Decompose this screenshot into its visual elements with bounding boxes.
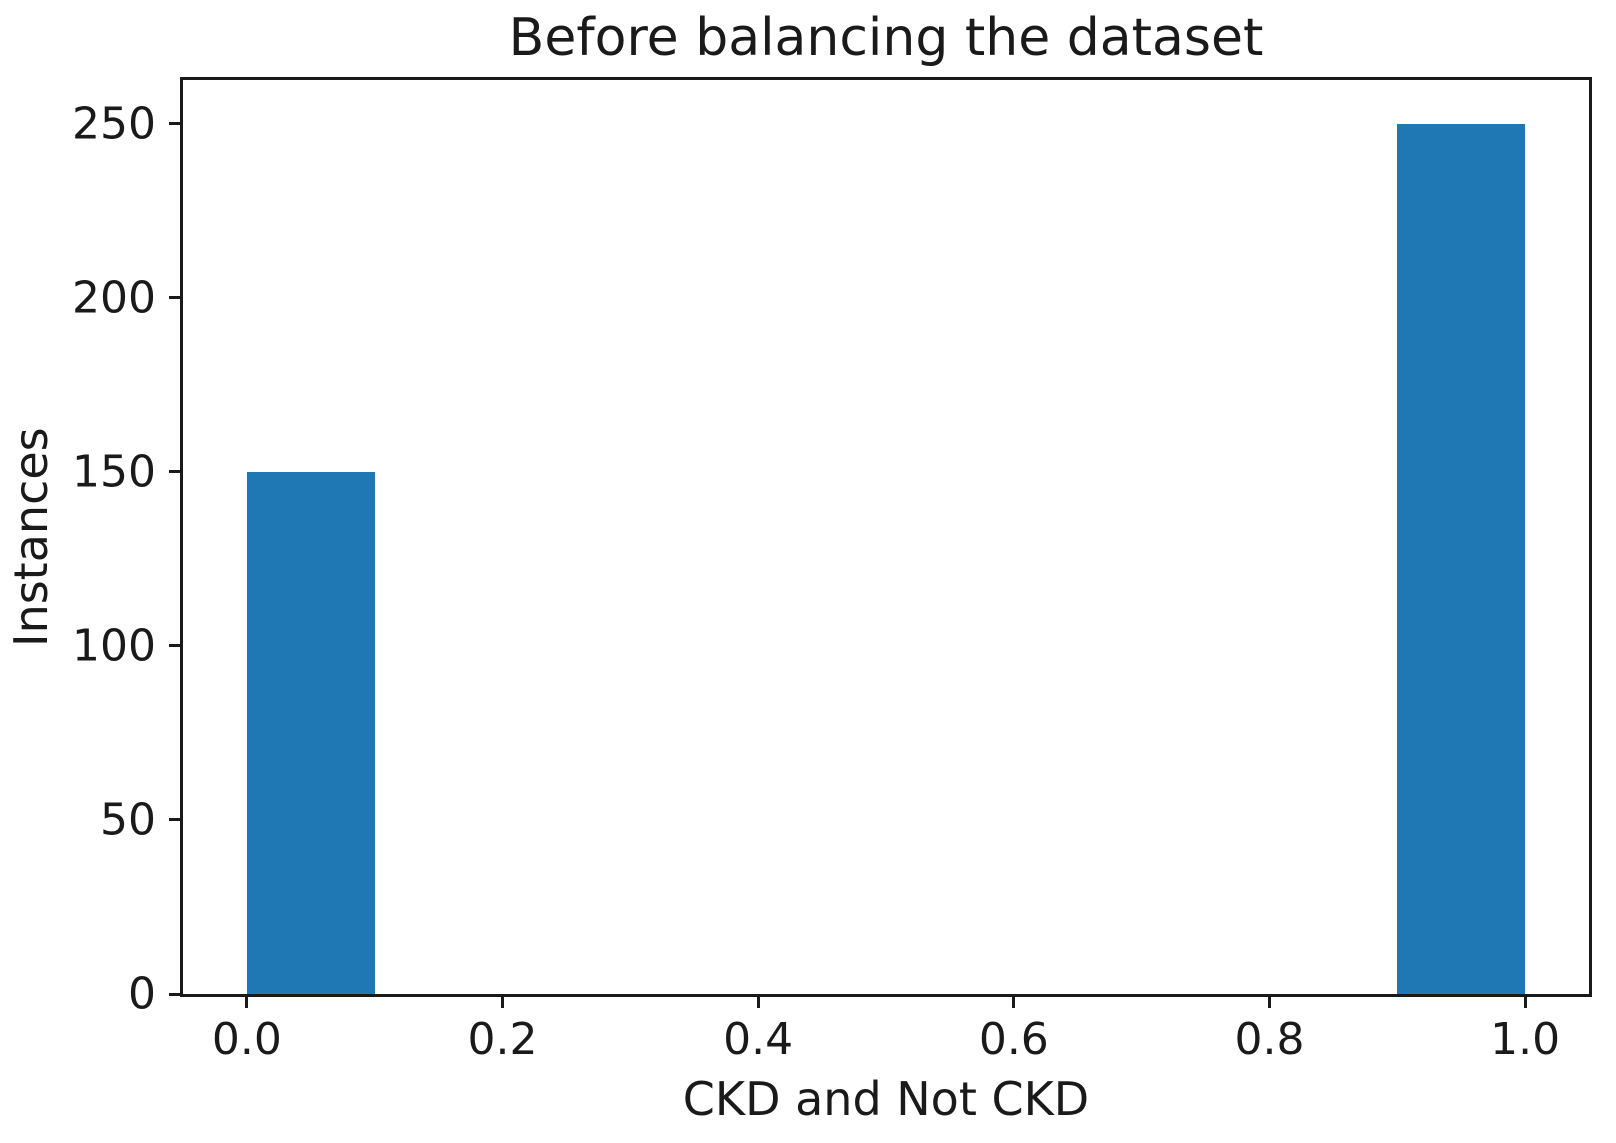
y-tick-mark [169, 122, 180, 126]
x-tick-mark [1012, 997, 1016, 1008]
y-tick-mark [169, 992, 180, 996]
x-tick-label: 1.0 [1490, 1014, 1561, 1065]
x-tick-mark [756, 997, 760, 1008]
x-tick-label: 0.0 [211, 1014, 282, 1065]
y-axis-label: Instances [4, 427, 58, 647]
x-tick-label: 0.8 [1234, 1014, 1305, 1065]
y-tick-label: 150 [72, 446, 156, 498]
x-tick-label: 0.6 [978, 1014, 1049, 1065]
x-tick-mark [245, 997, 249, 1008]
y-tick-mark [169, 296, 180, 300]
y-tick-label: 200 [72, 272, 156, 324]
x-tick-mark [1267, 997, 1271, 1008]
chart-title: Before balancing the dataset [508, 8, 1264, 68]
x-tick-mark [501, 997, 505, 1008]
y-tick-mark [169, 470, 180, 474]
y-tick-label: 250 [72, 98, 156, 150]
y-tick-mark [169, 644, 180, 648]
x-tick-mark [1523, 997, 1527, 1008]
x-tick-label: 0.4 [723, 1014, 794, 1065]
x-axis-label: CKD and Not CKD [682, 1072, 1090, 1126]
y-tick-label: 50 [100, 794, 156, 846]
y-tick-label: 100 [72, 620, 156, 672]
bar [1397, 123, 1526, 994]
bar [246, 471, 375, 994]
plot-area [180, 77, 1592, 997]
x-tick-label: 0.2 [467, 1014, 538, 1065]
y-tick-label: 0 [128, 968, 156, 1020]
y-tick-mark [169, 818, 180, 822]
